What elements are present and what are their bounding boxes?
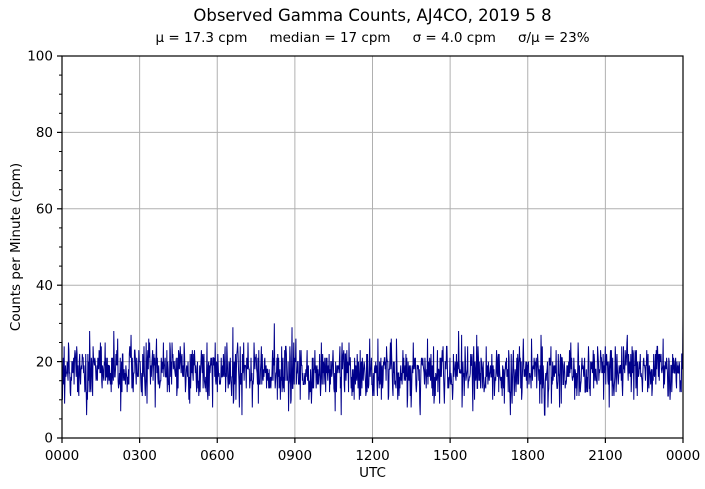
x-axis-label: UTC bbox=[359, 465, 386, 481]
x-tick-label: 0300 bbox=[122, 448, 156, 464]
x-tick-label: 1800 bbox=[511, 448, 545, 464]
data-series-line bbox=[61, 315, 684, 416]
x-tick-label: 0600 bbox=[200, 448, 234, 464]
x-tick-label: 2100 bbox=[588, 448, 622, 464]
y-tick-label: 60 bbox=[36, 202, 53, 218]
chart-stats-line: μ = 17.3 cpm median = 17 cpm σ = 4.0 cpm… bbox=[40, 30, 705, 46]
stat-sigma: σ = 4.0 cpm bbox=[412, 30, 496, 46]
y-tick-label: 0 bbox=[44, 431, 53, 447]
x-tick-label: 0000 bbox=[666, 448, 700, 464]
chart-title: Observed Gamma Counts, AJ4CO, 2019 5 8 bbox=[193, 6, 552, 25]
y-tick-label: 40 bbox=[36, 278, 53, 294]
x-tick-label: 0000 bbox=[45, 448, 79, 464]
x-tick-label: 0900 bbox=[278, 448, 312, 464]
stat-median: median = 17 cpm bbox=[269, 30, 391, 46]
y-tick-label: 100 bbox=[27, 49, 53, 65]
y-tick-label: 80 bbox=[36, 125, 53, 141]
y-tick-label: 20 bbox=[36, 354, 53, 370]
x-tick-label: 1500 bbox=[433, 448, 467, 464]
stat-mean: μ = 17.3 cpm bbox=[155, 30, 248, 46]
x-tick-label: 1200 bbox=[355, 448, 389, 464]
stat-sigma-over-mean: σ/μ = 23% bbox=[517, 30, 590, 46]
